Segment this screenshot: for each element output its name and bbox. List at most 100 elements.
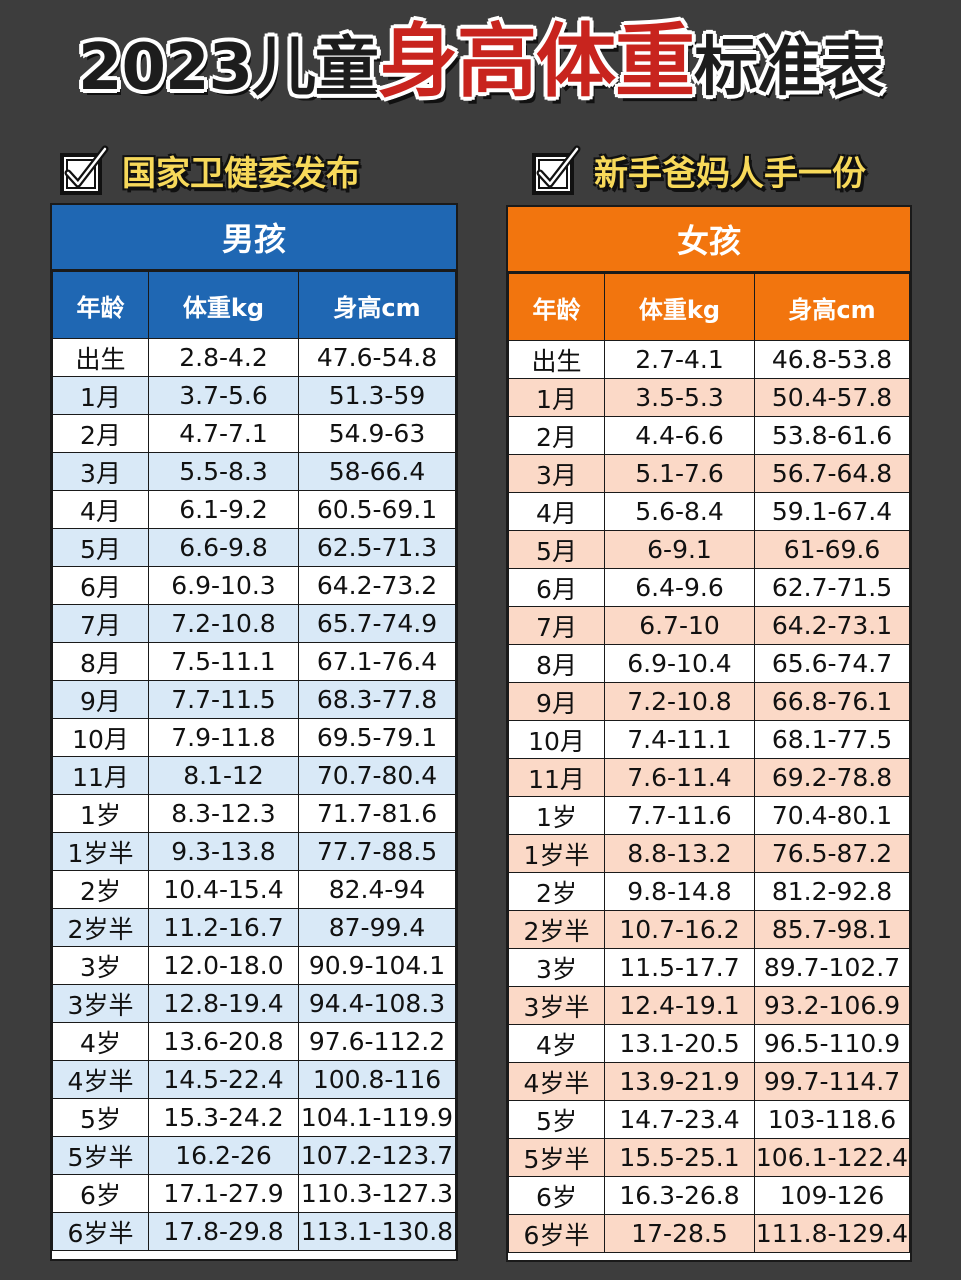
header-age: 年龄: [52, 271, 149, 339]
height-cell: 71.7-81.6: [298, 794, 456, 833]
height-cell: 61-69.6: [754, 530, 910, 569]
weight-cell: 8.3-12.3: [148, 794, 299, 833]
table-row: 10月 7.4-11.1 68.1-77.5: [508, 720, 910, 759]
height-cell: 106.1-122.4: [754, 1138, 910, 1177]
height-cell: 77.7-88.5: [298, 832, 456, 871]
height-cell: 51.3-59: [298, 376, 456, 415]
age-cell: 5月: [508, 530, 605, 569]
age-cell: 5岁半: [52, 1136, 149, 1175]
height-cell: 85.7-98.1: [754, 910, 910, 949]
table-row: 5月 6.6-9.8 62.5-71.3: [52, 528, 456, 567]
height-cell: 68.3-77.8: [298, 680, 456, 719]
table-row: 1月 3.5-5.3 50.4-57.8: [508, 378, 910, 417]
age-cell: 4月: [508, 492, 605, 531]
subtitle-left-text: 国家卫健委发布: [122, 153, 360, 194]
weight-cell: 8.1-12: [148, 756, 299, 795]
height-cell: 70.7-80.4: [298, 756, 456, 795]
age-cell: 3岁半: [508, 986, 605, 1025]
age-cell: 10月: [52, 718, 149, 757]
table-row: 2岁半 10.7-16.2 85.7-98.1: [508, 910, 910, 949]
girl-header-row: 年龄 体重kg 身高cm: [508, 273, 910, 341]
age-cell: 3岁: [508, 948, 605, 987]
table-row: 1岁半 8.8-13.2 76.5-87.2: [508, 834, 910, 873]
subtitle-right: 新手爸妈人手一份: [530, 140, 866, 200]
age-cell: 8月: [52, 642, 149, 681]
table-row: 6岁半 17.8-29.8 113.1-130.8: [52, 1212, 456, 1251]
age-cell: 9月: [52, 680, 149, 719]
height-cell: 60.5-69.1: [298, 490, 456, 529]
height-cell: 46.8-53.8: [754, 340, 910, 379]
subtitle-right-text: 新手爸妈人手一份: [594, 153, 866, 194]
table-row: 1岁半 9.3-13.8 77.7-88.5: [52, 832, 456, 871]
age-cell: 5岁半: [508, 1138, 605, 1177]
table-row: 5岁半 15.5-25.1 106.1-122.4: [508, 1138, 910, 1177]
table-row: 10月 7.9-11.8 69.5-79.1: [52, 718, 456, 757]
weight-cell: 17.1-27.9: [148, 1174, 299, 1213]
weight-cell: 7.2-10.8: [604, 682, 755, 721]
table-row: 2岁半 11.2-16.7 87-99.4: [52, 908, 456, 947]
height-cell: 65.6-74.7: [754, 644, 910, 683]
weight-cell: 5.6-8.4: [604, 492, 755, 531]
height-cell: 93.2-106.9: [754, 986, 910, 1025]
header-weight: 体重kg: [148, 271, 299, 339]
table-row: 3岁半 12.4-19.1 93.2-106.9: [508, 986, 910, 1025]
table-row: 6岁半 17-28.5 111.8-129.4: [508, 1214, 910, 1253]
weight-cell: 9.8-14.8: [604, 872, 755, 911]
age-cell: 3岁: [52, 946, 149, 985]
height-cell: 56.7-64.8: [754, 454, 910, 493]
weight-cell: 9.3-13.8: [148, 832, 299, 871]
table-row: 4岁半 14.5-22.4 100.8-116: [52, 1060, 456, 1099]
age-cell: 4岁: [52, 1022, 149, 1061]
age-cell: 8月: [508, 644, 605, 683]
weight-cell: 12.4-19.1: [604, 986, 755, 1025]
height-cell: 100.8-116: [298, 1060, 456, 1099]
boy-table-title: 男孩: [52, 205, 456, 271]
height-cell: 82.4-94: [298, 870, 456, 909]
weight-cell: 16.3-26.8: [604, 1176, 755, 1215]
age-cell: 4岁: [508, 1024, 605, 1063]
height-cell: 50.4-57.8: [754, 378, 910, 417]
weight-cell: 6.1-9.2: [148, 490, 299, 529]
height-cell: 87-99.4: [298, 908, 456, 947]
table-row: 1月 3.7-5.6 51.3-59: [52, 376, 456, 415]
table-row: 3岁 11.5-17.7 89.7-102.7: [508, 948, 910, 987]
table-row: 2月 4.7-7.1 54.9-63: [52, 414, 456, 453]
weight-cell: 5.5-8.3: [148, 452, 299, 491]
height-cell: 53.8-61.6: [754, 416, 910, 455]
height-cell: 62.5-71.3: [298, 528, 456, 567]
weight-cell: 4.4-6.6: [604, 416, 755, 455]
age-cell: 2岁半: [52, 908, 149, 947]
age-cell: 3岁半: [52, 984, 149, 1023]
height-cell: 64.2-73.2: [298, 566, 456, 605]
age-cell: 10月: [508, 720, 605, 759]
age-cell: 1岁: [52, 794, 149, 833]
age-cell: 11月: [508, 758, 605, 797]
table-row: 4月 6.1-9.2 60.5-69.1: [52, 490, 456, 529]
age-cell: 9月: [508, 682, 605, 721]
height-cell: 47.6-54.8: [298, 338, 456, 377]
boy-table: 年龄 体重kg 身高cm 出生 2.8-4.2 47.6-54.8 1月 3.7-5.6…: [52, 271, 456, 1251]
height-cell: 66.8-76.1: [754, 682, 910, 721]
title-highlight: 身高体重: [378, 15, 695, 108]
title-year: 2023儿童: [77, 31, 379, 105]
weight-cell: 11.2-16.7: [148, 908, 299, 947]
age-cell: 1岁半: [508, 834, 605, 873]
height-cell: 54.9-63: [298, 414, 456, 453]
height-cell: 67.1-76.4: [298, 642, 456, 681]
weight-cell: 2.8-4.2: [148, 338, 299, 377]
weight-cell: 6.7-10: [604, 606, 755, 645]
height-cell: 65.7-74.9: [298, 604, 456, 643]
age-cell: 5岁: [508, 1100, 605, 1139]
age-cell: 3月: [508, 454, 605, 493]
header-age: 年龄: [508, 273, 605, 341]
boy-table-panel: 男孩 年龄 体重kg 身高cm 出生 2.8-4.2 47.6-54.8 1月 3.7-…: [50, 203, 458, 1261]
table-row: 8月 6.9-10.4 65.6-74.7: [508, 644, 910, 683]
age-cell: 6岁半: [508, 1214, 605, 1253]
weight-cell: 17.8-29.8: [148, 1212, 299, 1251]
checkbox-check-icon: [532, 145, 581, 195]
table-row: 1岁 8.3-12.3 71.7-81.6: [52, 794, 456, 833]
weight-cell: 14.5-22.4: [148, 1060, 299, 1099]
table-row: 7月 6.7-10 64.2-73.1: [508, 606, 910, 645]
height-cell: 81.2-92.8: [754, 872, 910, 911]
weight-cell: 6.6-9.8: [148, 528, 299, 567]
